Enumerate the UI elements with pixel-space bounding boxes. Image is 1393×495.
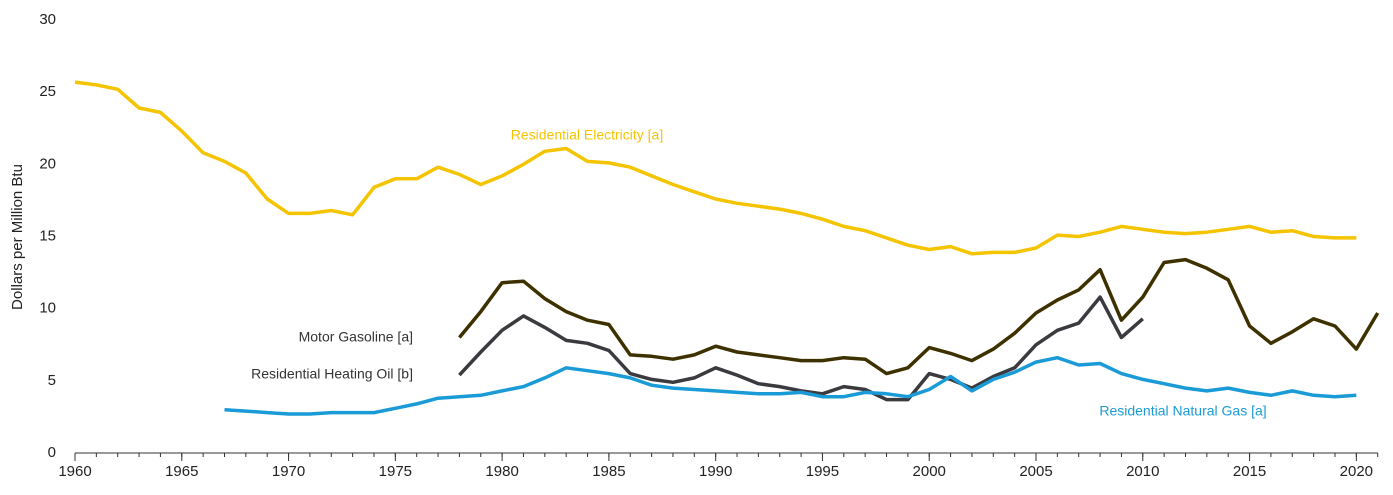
line-series xyxy=(224,355,1357,416)
line-series xyxy=(74,80,1357,256)
x-tick-label: 1965 xyxy=(165,463,198,480)
x-tick-label: 1980 xyxy=(485,463,518,480)
series-label: Residential Electricity [a] xyxy=(511,127,664,143)
y-tick-label: 5 xyxy=(48,372,56,389)
y-tick-label: 10 xyxy=(39,300,56,317)
x-tick-label: 2015 xyxy=(1233,463,1266,480)
y-tick-label: 15 xyxy=(39,227,56,244)
y-tick-label: 25 xyxy=(39,83,56,100)
series-label: Residential Natural Gas [a] xyxy=(1099,403,1266,419)
x-tick-label: 1995 xyxy=(806,463,839,480)
line-series xyxy=(458,257,1380,376)
x-tick-label: 2005 xyxy=(1019,463,1052,480)
y-tick-label: 20 xyxy=(39,155,56,172)
x-tick-label: 1985 xyxy=(592,463,625,480)
x-tick-label: 1975 xyxy=(379,463,412,480)
x-tick-label: 1990 xyxy=(699,463,732,480)
y-tick-label: 30 xyxy=(39,11,56,28)
x-tick-label: 2020 xyxy=(1340,463,1373,480)
series-label: Motor Gasoline [a] xyxy=(299,329,413,345)
x-tick-label: 2000 xyxy=(913,463,946,480)
y-axis-label: Dollars per Million Btu xyxy=(9,164,26,310)
line-series xyxy=(458,295,1144,402)
x-tick-label: 1960 xyxy=(58,463,91,480)
x-tick-label: 2010 xyxy=(1126,463,1159,480)
x-tick-label: 1970 xyxy=(272,463,305,480)
y-tick-label: 0 xyxy=(48,444,56,461)
series-label: Residential Heating Oil [b] xyxy=(251,366,413,382)
